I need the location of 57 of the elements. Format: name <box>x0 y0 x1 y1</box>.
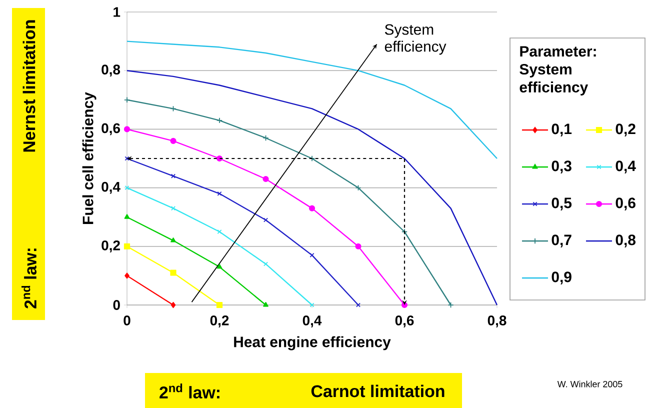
point <box>308 205 316 212</box>
x-tick-label: 0,6 <box>395 316 414 328</box>
text: Nernst limitation <box>22 20 36 152</box>
point <box>216 117 223 124</box>
point <box>263 218 268 222</box>
point <box>355 243 362 250</box>
point <box>355 184 362 191</box>
y-axis-title: Fuel cell efficiency <box>82 92 96 224</box>
point <box>170 138 176 144</box>
point <box>263 262 268 266</box>
x-tick-label: 0,4 <box>302 316 322 328</box>
y-tick-label: 1 <box>114 7 120 17</box>
point <box>262 176 269 182</box>
point <box>217 191 222 196</box>
point <box>310 252 314 258</box>
point <box>262 134 269 142</box>
legend-label: 0,3 <box>552 160 572 174</box>
point <box>170 270 176 276</box>
point <box>170 302 176 308</box>
point <box>401 228 408 235</box>
text: W. Winkler 2005 <box>557 380 622 388</box>
point <box>216 302 223 308</box>
x-tick-label: 0,2 <box>210 316 229 328</box>
legend-label: 0,9 <box>552 272 572 284</box>
point <box>124 214 130 219</box>
point <box>124 243 130 250</box>
text: Carnot limitation <box>311 384 444 398</box>
point <box>216 264 222 269</box>
point <box>308 155 316 162</box>
x-tick-label: 0,8 <box>488 316 506 328</box>
y-tick-label: 0,2 <box>102 240 120 252</box>
point <box>170 174 176 178</box>
legend-label: 0,4 <box>616 160 636 174</box>
legend-title: Parameter: System efficiency <box>520 46 596 96</box>
y-tick-label: 0,6 <box>102 123 120 136</box>
legend-label: 0,1 <box>552 124 572 136</box>
legend-label: 0,2 <box>616 124 636 136</box>
legend-label: 0,7 <box>552 234 572 248</box>
point <box>124 126 130 132</box>
point <box>170 206 176 211</box>
y-tick-label: 0 <box>113 300 120 310</box>
point <box>217 229 222 234</box>
x-tick-label: 0 <box>124 316 130 326</box>
point <box>124 272 130 279</box>
y-tick-label: 0,8 <box>102 64 120 77</box>
text: 2$^{nd}$ law: <box>22 248 37 308</box>
x-axis-title: Heat engine efficiency <box>234 336 391 350</box>
text: 2$^{nd}$ law: <box>160 383 220 399</box>
annotation: System efficiency <box>384 24 446 55</box>
point <box>170 106 176 112</box>
point <box>170 238 176 242</box>
point <box>263 302 268 307</box>
legend-label: 0,6 <box>616 198 636 210</box>
y-tick-label: 0,4 <box>102 182 120 194</box>
legend-label: 0,5 <box>552 198 572 210</box>
legend-label: 0,8 <box>616 234 636 248</box>
line-series <box>126 40 498 160</box>
